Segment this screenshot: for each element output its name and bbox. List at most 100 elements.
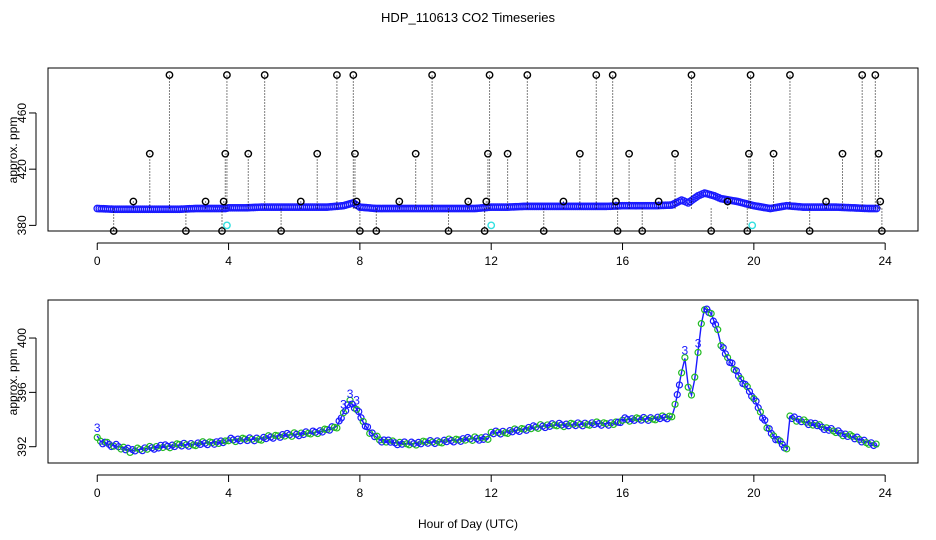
spike-point [145, 149, 154, 158]
spike-point [723, 197, 732, 206]
spike-point [165, 71, 174, 79]
co2-point [380, 436, 388, 444]
x-tick-label: 0 [94, 486, 101, 500]
series-marker-3: 3 [695, 337, 702, 351]
x-tick-label: 16 [616, 486, 630, 500]
spike-point [355, 227, 364, 235]
spike-point [480, 227, 489, 235]
spike-point [260, 71, 269, 79]
spike-point [129, 197, 138, 206]
co2-point [694, 348, 702, 357]
spike-point [395, 197, 404, 206]
flagged-point [223, 221, 231, 230]
x-tick-label: 8 [357, 486, 364, 500]
co2-point [484, 435, 492, 443]
co2-point [105, 440, 113, 449]
flagged-point [487, 221, 496, 230]
co2-point [675, 381, 684, 389]
spike-point [352, 197, 361, 206]
spike-point [838, 149, 847, 158]
spike-point [333, 71, 341, 79]
spike-point [575, 149, 584, 158]
co2-point [363, 423, 372, 431]
panel-bottom-frame [47, 299, 919, 464]
co2-point [384, 436, 392, 444]
spike-point [592, 71, 601, 79]
spike-point [876, 197, 885, 206]
spike-point [181, 227, 190, 235]
co2-point [342, 407, 350, 415]
x-tick-label: 4 [225, 254, 232, 268]
co2-point [759, 414, 767, 422]
spike-point [654, 197, 663, 206]
co2-point [678, 369, 686, 377]
spike-point [822, 197, 830, 206]
spike-point [109, 227, 118, 235]
co2-point [721, 350, 729, 358]
spike-point [201, 197, 210, 206]
spike-point [296, 197, 305, 206]
co2-line [96, 306, 879, 452]
spike-point [687, 71, 696, 79]
spike-point [411, 149, 420, 158]
spike-point [539, 227, 548, 235]
co2-point [103, 438, 111, 446]
co2-point [728, 359, 736, 367]
x-tick-label: 12 [485, 486, 499, 500]
baseline-point [692, 193, 700, 202]
x-tick-label: 20 [747, 254, 761, 268]
spike-point [218, 227, 226, 235]
spike-point [638, 227, 647, 235]
x-tick-label: 8 [357, 254, 364, 268]
spike-point [877, 227, 886, 235]
co2-point [93, 433, 101, 442]
co2-point [333, 424, 341, 432]
flagged-point [748, 221, 757, 230]
spike-point [221, 149, 230, 158]
panel-top-frame [47, 67, 919, 232]
spike-point [559, 197, 568, 206]
co2-point [357, 414, 365, 422]
series-marker-3: 3 [353, 394, 360, 408]
spike-point [613, 227, 622, 235]
co2-point [157, 441, 165, 449]
co2-point [714, 326, 722, 334]
x-tick-label: 16 [616, 254, 630, 268]
panel-top-ylabel: approx. ppm [6, 117, 20, 184]
x-tick-label: 24 [878, 486, 892, 500]
co2-point [717, 342, 725, 350]
co2-point [872, 440, 880, 448]
co2-point [221, 437, 229, 445]
co2-point [348, 400, 356, 408]
co2-point [707, 309, 715, 318]
co2-point [353, 405, 361, 414]
spike-point [503, 149, 512, 158]
spike-point [372, 227, 381, 235]
panel-top: approx. ppm 0 4 8 12 16 20 24 380 420 460 [6, 67, 919, 268]
spike-point [351, 149, 359, 158]
spike-point [769, 149, 778, 158]
co2-point [124, 444, 132, 452]
co2-point [346, 396, 354, 404]
series-marker-3: 3 [94, 421, 101, 435]
co2-point [769, 432, 778, 440]
spike-point [874, 149, 883, 158]
x-tick-label: 4 [225, 486, 232, 500]
spike-point [484, 149, 492, 158]
co2-point [756, 408, 765, 416]
spike-point [244, 149, 253, 158]
y-tick-label: 420 [15, 159, 29, 179]
spike-point [805, 227, 814, 235]
spike-point [625, 149, 633, 158]
chart-title: HDP_110613 CO2 Timeseries [381, 10, 555, 25]
co2-point [752, 397, 760, 405]
co2-point [754, 404, 762, 412]
spike-point [671, 149, 679, 158]
spike-point [707, 227, 716, 235]
co2-point [691, 373, 699, 381]
x-tick-label: 0 [94, 254, 101, 268]
co2-point [668, 413, 676, 421]
y-tick-label: 396 [15, 382, 29, 402]
